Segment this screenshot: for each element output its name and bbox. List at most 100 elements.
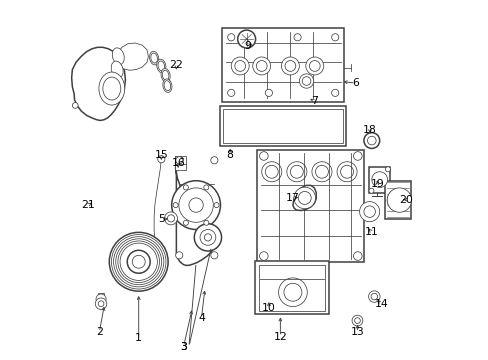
Circle shape — [179, 188, 213, 222]
Text: 3: 3 — [180, 342, 186, 352]
Circle shape — [370, 293, 377, 300]
Circle shape — [210, 157, 218, 164]
Text: 9: 9 — [244, 41, 251, 50]
Circle shape — [367, 136, 375, 145]
Circle shape — [175, 252, 183, 259]
Circle shape — [315, 165, 328, 178]
Bar — [222, 28, 344, 102]
Circle shape — [113, 237, 163, 287]
Bar — [174, 156, 185, 170]
Polygon shape — [292, 185, 316, 211]
Circle shape — [340, 165, 353, 178]
Circle shape — [311, 162, 331, 182]
Circle shape — [293, 187, 315, 209]
Circle shape — [331, 34, 338, 41]
Circle shape — [127, 250, 150, 273]
Ellipse shape — [157, 59, 165, 73]
Circle shape — [194, 224, 221, 251]
Circle shape — [116, 239, 162, 285]
Text: 18: 18 — [363, 125, 376, 135]
Text: 15: 15 — [154, 150, 168, 160]
Ellipse shape — [112, 48, 124, 65]
Bar — [257, 149, 364, 262]
Circle shape — [286, 162, 306, 182]
Circle shape — [210, 252, 218, 259]
Circle shape — [299, 74, 313, 88]
Circle shape — [259, 252, 267, 260]
Bar — [258, 265, 325, 311]
Ellipse shape — [158, 61, 164, 71]
Circle shape — [96, 294, 106, 304]
Circle shape — [118, 241, 159, 283]
Circle shape — [353, 152, 362, 160]
Ellipse shape — [107, 86, 119, 103]
Circle shape — [111, 234, 165, 289]
Text: 1: 1 — [135, 333, 142, 343]
Bar — [384, 181, 410, 220]
Text: 20: 20 — [399, 195, 413, 205]
Circle shape — [290, 165, 303, 178]
Circle shape — [354, 318, 360, 323]
Circle shape — [309, 60, 320, 71]
Text: 17: 17 — [285, 193, 299, 203]
Circle shape — [98, 301, 104, 307]
Circle shape — [164, 212, 177, 225]
Circle shape — [284, 283, 301, 301]
Text: 11: 11 — [364, 227, 378, 237]
Bar — [368, 167, 389, 193]
Circle shape — [188, 198, 203, 212]
Circle shape — [120, 243, 157, 280]
Circle shape — [368, 188, 373, 193]
Circle shape — [285, 60, 295, 71]
Text: 21: 21 — [81, 200, 95, 210]
Circle shape — [368, 291, 379, 302]
Text: 16: 16 — [171, 158, 184, 168]
Text: 14: 14 — [374, 299, 387, 309]
Ellipse shape — [109, 74, 121, 91]
Circle shape — [158, 156, 164, 163]
Circle shape — [95, 298, 106, 310]
Polygon shape — [118, 43, 148, 70]
Circle shape — [203, 220, 208, 225]
Ellipse shape — [99, 72, 124, 105]
Ellipse shape — [111, 61, 123, 78]
Circle shape — [353, 252, 362, 260]
Circle shape — [175, 157, 183, 164]
Circle shape — [252, 57, 270, 75]
Text: 19: 19 — [369, 179, 383, 189]
Ellipse shape — [163, 79, 172, 93]
Text: 22: 22 — [169, 60, 183, 70]
Circle shape — [281, 57, 299, 75]
Circle shape — [363, 133, 379, 148]
Circle shape — [183, 220, 188, 225]
Polygon shape — [175, 157, 215, 265]
Circle shape — [371, 172, 387, 188]
Circle shape — [171, 181, 220, 229]
Text: 7: 7 — [310, 96, 317, 106]
Ellipse shape — [149, 51, 159, 65]
Circle shape — [231, 57, 249, 75]
Circle shape — [331, 89, 338, 96]
Circle shape — [204, 234, 211, 241]
Circle shape — [302, 77, 310, 85]
Circle shape — [183, 185, 188, 190]
Bar — [223, 109, 343, 143]
Text: 5: 5 — [158, 215, 164, 224]
Bar — [220, 107, 346, 146]
Polygon shape — [98, 293, 104, 302]
Circle shape — [173, 203, 178, 208]
Circle shape — [256, 60, 266, 71]
Circle shape — [72, 103, 78, 108]
Circle shape — [336, 162, 356, 182]
Circle shape — [305, 57, 323, 75]
Circle shape — [298, 192, 310, 204]
Circle shape — [278, 278, 306, 307]
Circle shape — [265, 89, 272, 96]
Ellipse shape — [150, 53, 157, 63]
Circle shape — [359, 202, 379, 222]
Text: 2: 2 — [96, 327, 102, 337]
Circle shape — [386, 189, 408, 211]
Text: 8: 8 — [226, 150, 233, 160]
Text: 10: 10 — [262, 303, 275, 314]
Circle shape — [132, 255, 145, 268]
